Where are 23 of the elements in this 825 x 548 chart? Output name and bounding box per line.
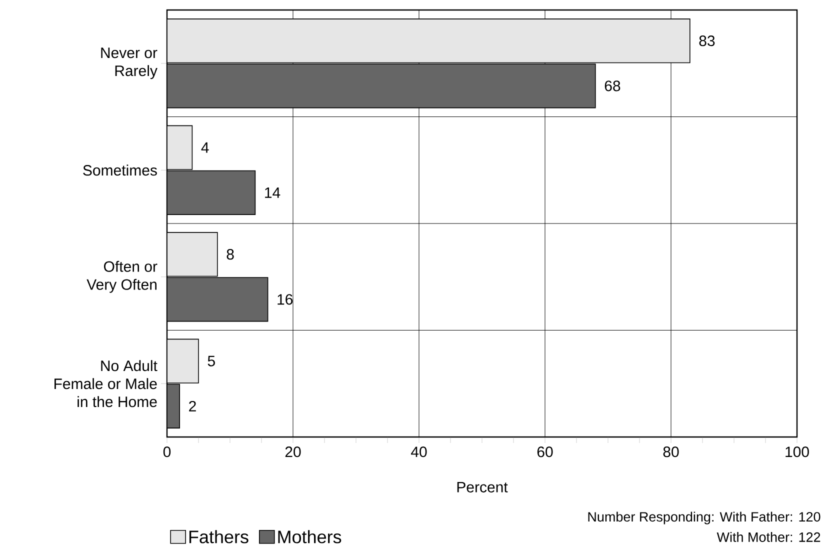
y-tick-label: Sometimes [83,164,157,176]
data-label: 16 [278,294,293,305]
x-tick-label: 60 [537,446,553,458]
text: With Mother: 122 [716,532,820,542]
x-tick-label: 0 [163,446,171,458]
data-label: 2 [189,400,196,412]
legend-label: Fathers [189,530,248,544]
data-label: 14 [265,188,280,198]
y-tick-label: No Adult Female or Male in the Home [54,360,158,408]
x-tick-label: 20 [285,446,301,458]
x-axis-title: Percent [457,482,508,492]
data-label: 4 [201,142,209,153]
y-tick-label: Often or Very Often [86,260,158,293]
x-tick-label: 40 [411,446,427,458]
text: Number Responding: With Father: 120 [588,512,820,524]
x-tick-label: 100 [786,446,809,458]
data-label: 68 [604,80,620,92]
y-tick-label: Never or Rarely [101,48,158,80]
data-label: 83 [699,36,715,46]
data-label: 8 [226,249,234,260]
legend-label: Mothers [278,530,342,544]
data-label: 5 [208,356,215,366]
x-tick-label: 80 [663,446,679,458]
